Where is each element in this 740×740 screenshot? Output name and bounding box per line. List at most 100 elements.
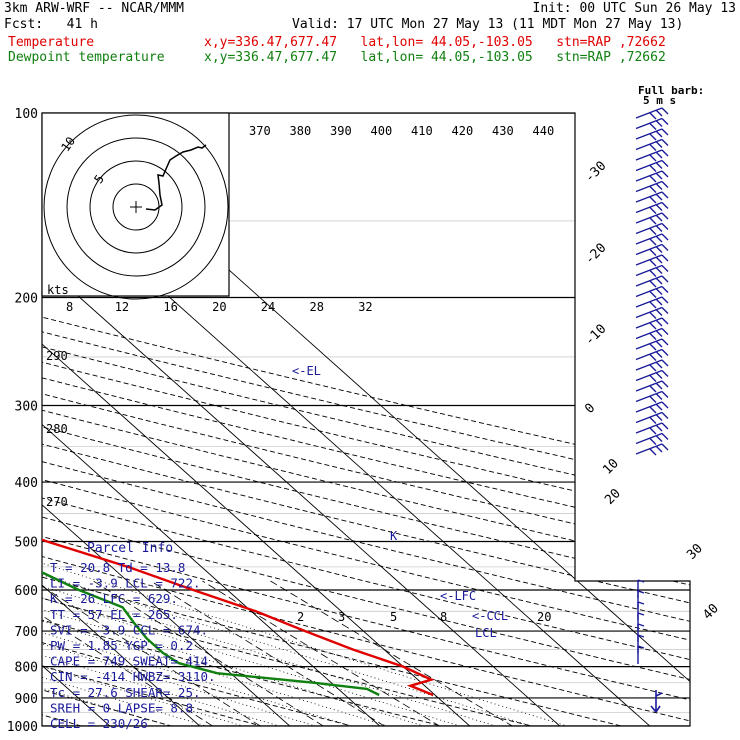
isotherm-line — [42, 113, 395, 726]
dry-adiabat-line — [42, 113, 690, 726]
isotherm-label: 0 — [582, 401, 598, 417]
barb-legend-title: Full barb: — [638, 84, 704, 97]
theta-label: 410 — [411, 124, 433, 138]
mixing-ratio-line — [42, 580, 233, 726]
el-marker: <-EL — [292, 364, 321, 378]
wind-barb — [635, 390, 669, 403]
isotherm-line — [42, 113, 215, 726]
wind-barb — [635, 243, 669, 256]
pressure-label: 1000 — [7, 720, 38, 735]
k-index-marker: K — [390, 529, 398, 543]
parcel-info-row: Tc = 27.6 SHEAR= 25. — [50, 685, 201, 700]
isotherm-line — [0, 99, 34, 739]
wind-barb — [635, 380, 669, 393]
isotherm-label: -10 — [582, 322, 609, 349]
valid-time: Valid: 17 UTC Mon 27 May 13 (11 MDT Mon … — [292, 17, 684, 32]
moist-adiabat-line — [42, 297, 611, 726]
mixing-ratio-line — [93, 580, 345, 726]
parcel-info-row: CAPE = 749 SWEAT= 414 — [50, 654, 208, 669]
isotherm-label: -20 — [582, 241, 609, 268]
lcl-marker: LCL — [475, 626, 497, 640]
isotherm-line — [42, 113, 575, 726]
mixing-ratio-label: 3 — [338, 610, 345, 624]
theta-label: 390 — [330, 124, 352, 138]
wind-barb — [635, 212, 669, 225]
moist-adiabat-line — [42, 297, 575, 726]
pressure-label: 700 — [15, 625, 38, 640]
theta-label: 370 — [249, 124, 271, 138]
wind-barb — [635, 275, 669, 288]
dry-adiabat-line — [42, 113, 690, 726]
hodograph-units-label: kts — [47, 283, 69, 297]
ccl-marker: <-CCL — [472, 609, 508, 623]
wind-barb — [635, 107, 669, 120]
isotherm-label: 40 — [700, 601, 722, 623]
hodograph-speed-label: 24 — [261, 300, 275, 314]
theta-label: 270 — [46, 495, 68, 509]
hodograph-trace — [145, 144, 207, 211]
moist-adiabat-line — [42, 297, 467, 726]
dewpoint-legend-info: x,y=336.47,677.47 lat,lon= 44.05,-103.05… — [204, 50, 666, 65]
wind-barb — [635, 191, 669, 204]
hodograph-ring — [43, 114, 229, 300]
hodograph-speed-label: 20 — [212, 300, 226, 314]
pressure-label: 400 — [15, 476, 38, 491]
wind-barb — [637, 579, 645, 598]
dry-adiabat-line — [42, 113, 690, 726]
wind-barb — [635, 296, 669, 309]
moist-adiabat-line — [42, 297, 215, 726]
hodograph-speed-label: 8 — [66, 300, 73, 314]
theta-label: 380 — [290, 124, 312, 138]
temperature-legend-label: Temperature — [8, 35, 95, 50]
parcel-info-title: Parcel Info — [87, 541, 173, 556]
hodograph-speed-label: 16 — [163, 300, 177, 314]
model-title: 3km ARW-WRF -- NCAR/MMM — [4, 1, 185, 16]
pressure-label: 500 — [15, 535, 38, 550]
parcel-info-row: TT = 57 EL = 265. — [50, 607, 178, 622]
theta-label: 280 — [46, 422, 68, 436]
isotherm-label: 10 — [600, 456, 622, 478]
dry-adiabat-line — [42, 113, 219, 726]
hodograph-ring-label: 10 — [58, 134, 78, 154]
wind-barb — [635, 432, 669, 445]
moist-adiabat-line — [42, 297, 431, 726]
mixing-ratio-label: 8 — [440, 610, 447, 624]
wind-barb — [635, 422, 669, 435]
parcel-info-row: SREH = 0 LAPSE= 8.8 — [50, 700, 193, 715]
hodograph-ring — [66, 137, 206, 277]
parcel-info-row: CELL = 230/26 — [50, 716, 148, 731]
theta-label: 400 — [371, 124, 393, 138]
parcel-info-panel: Parcel Info — [87, 541, 173, 556]
plot-frame — [41, 112, 691, 727]
dry-adiabat-line — [42, 113, 690, 726]
wind-barb — [635, 180, 669, 193]
dewpoint-legend-label: Dewpoint temperature — [8, 50, 165, 65]
isotherm-label: 20 — [602, 486, 624, 508]
moist-adiabat-line — [42, 297, 251, 726]
wind-barb — [635, 317, 669, 330]
wind-barb — [635, 233, 669, 246]
mixing-ratio-label: 5 — [390, 610, 397, 624]
wind-barb — [635, 117, 669, 130]
mixing-ratio-label: 20 — [537, 610, 551, 624]
wind-barb — [635, 348, 669, 361]
wind-barb — [635, 128, 669, 141]
mixing-ratio-line — [270, 580, 535, 726]
wind-barb — [635, 264, 669, 277]
dewpoint-line — [42, 113, 380, 697]
wind-barb — [635, 149, 669, 162]
parcel-info-row: T = 20.8 Td = 13.8 — [50, 560, 185, 575]
theta-label: 420 — [452, 124, 474, 138]
parcel-info-row: K = 26 LFC = 629. — [50, 591, 178, 606]
mixing-ratio-line — [150, 580, 406, 726]
mixing-ratio-line — [202, 580, 462, 726]
wind-barb — [635, 201, 669, 214]
dry-adiabat-line — [42, 113, 585, 726]
wind-barb — [635, 369, 669, 382]
wind-barb — [635, 170, 669, 183]
wind-barb — [635, 159, 669, 172]
hodograph-speed-label: 28 — [310, 300, 324, 314]
lfc-marker: <-LFC — [440, 589, 476, 603]
wind-barb — [635, 338, 669, 351]
forecast-hour: Fcst: 41 h — [4, 17, 98, 32]
